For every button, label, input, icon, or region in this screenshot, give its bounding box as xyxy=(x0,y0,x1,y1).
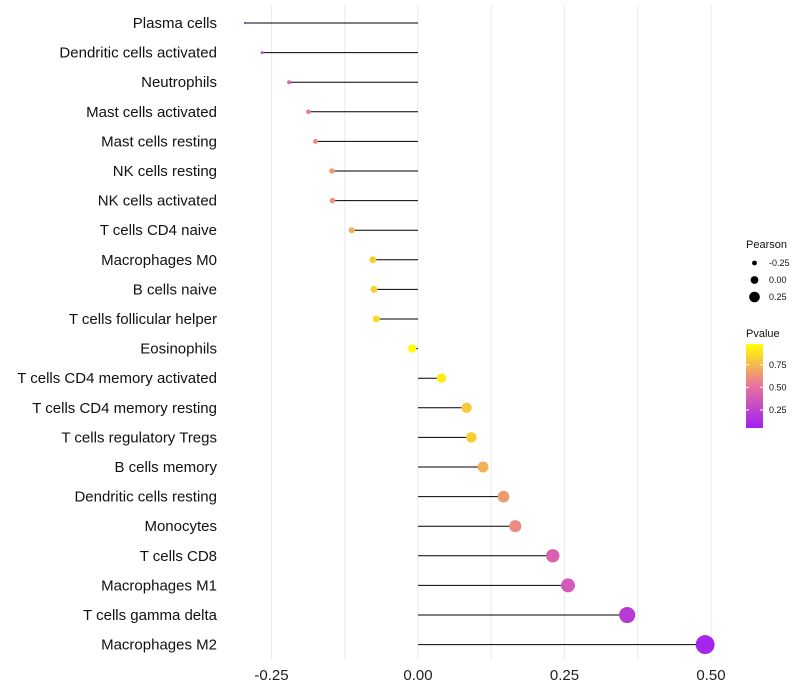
size-legend-label: 0.00 xyxy=(769,275,787,285)
y-axis-label: T cells CD4 memory resting xyxy=(32,400,217,417)
lollipop-point xyxy=(329,168,335,174)
color-legend-title: Pvalue xyxy=(746,328,780,340)
lollipop-point xyxy=(461,402,472,413)
y-axis-label: B cells memory xyxy=(114,459,217,476)
y-axis-label: Mast cells resting xyxy=(101,133,217,150)
lollipop-point xyxy=(348,227,355,234)
color-legend-gradient-bar xyxy=(746,344,763,428)
lollipop-point xyxy=(546,549,560,563)
y-axis-label: Macrophages M1 xyxy=(101,577,217,594)
y-axis-label: Dendritic cells activated xyxy=(59,45,217,62)
lollipop-point xyxy=(306,109,311,115)
lollipop-points xyxy=(243,21,715,655)
lollipop-point xyxy=(436,373,447,383)
size-legend-key xyxy=(750,276,759,284)
y-axis-label: NK cells resting xyxy=(113,163,217,180)
size-legend-title: Pearson xyxy=(746,239,787,251)
y-axis-label: T cells regulatory Tregs xyxy=(61,429,217,446)
size-legend-key xyxy=(752,260,757,266)
y-axis-label: Monocytes xyxy=(144,518,217,535)
y-axis-label: T cells CD8 xyxy=(140,548,217,565)
x-tick-label: 0.50 xyxy=(696,667,725,684)
x-tick-label: -0.25 xyxy=(254,667,288,684)
color-legend-label: 0.25 xyxy=(769,405,787,415)
lollipop-point xyxy=(466,432,477,443)
x-tick-label: 0.00 xyxy=(403,667,432,684)
lollipop-sticks xyxy=(245,22,706,646)
x-axis-tick-labels: -0.25 0.00 0.25 0.50 xyxy=(254,667,725,684)
y-axis-label: T cells CD4 memory activated xyxy=(17,370,217,387)
y-axis-label: Dendritic cells resting xyxy=(74,489,217,506)
lollipop-point xyxy=(477,461,489,473)
size-legend-key xyxy=(749,291,760,303)
y-axis-label: NK cells activated xyxy=(98,193,217,210)
y-axis-label: T cells follicular helper xyxy=(69,311,217,328)
y-axis-label: Mast cells activated xyxy=(86,104,217,121)
lollipop-point xyxy=(312,138,318,144)
y-axis-label: Macrophages M2 xyxy=(101,637,217,654)
color-legend: Pvalue 0.25 0.50 0.75 xyxy=(746,328,787,428)
color-legend-label: 0.50 xyxy=(769,382,787,392)
x-tick-label: 0.25 xyxy=(550,667,579,684)
lollipop-point xyxy=(260,51,264,55)
lollipop-point xyxy=(407,344,417,353)
color-legend-label: 0.75 xyxy=(769,360,787,370)
y-axis-label: T cells CD4 naive xyxy=(100,222,217,239)
lollipop-point xyxy=(369,256,377,264)
size-legend: Pearson -0.25 0.00 0.25 xyxy=(746,239,790,303)
size-legend-label: -0.25 xyxy=(769,258,790,268)
y-axis-label: Neutrophils xyxy=(141,74,217,91)
y-axis-label: B cells naive xyxy=(133,281,217,298)
lollipop-point xyxy=(561,578,576,593)
y-axis-label: Eosinophils xyxy=(140,341,217,358)
lollipop-point xyxy=(329,197,336,204)
size-legend-label: 0.25 xyxy=(769,292,787,302)
y-axis-label: Plasma cells xyxy=(133,15,217,32)
lollipop-point xyxy=(372,315,380,323)
y-axis-label: Macrophages M0 xyxy=(101,252,217,269)
y-axis-label: T cells gamma delta xyxy=(83,607,218,624)
lollipop-point xyxy=(619,606,636,624)
lollipop-point xyxy=(497,490,510,503)
lollipop-point xyxy=(695,635,715,655)
gridlines xyxy=(271,5,712,660)
lollipop-point xyxy=(287,80,292,85)
lollipop-point xyxy=(243,21,247,25)
lollipop-point xyxy=(509,520,522,533)
y-axis-labels: Plasma cells Dendritic cells activated Neu… xyxy=(17,15,217,654)
lollipop-point xyxy=(370,285,378,293)
